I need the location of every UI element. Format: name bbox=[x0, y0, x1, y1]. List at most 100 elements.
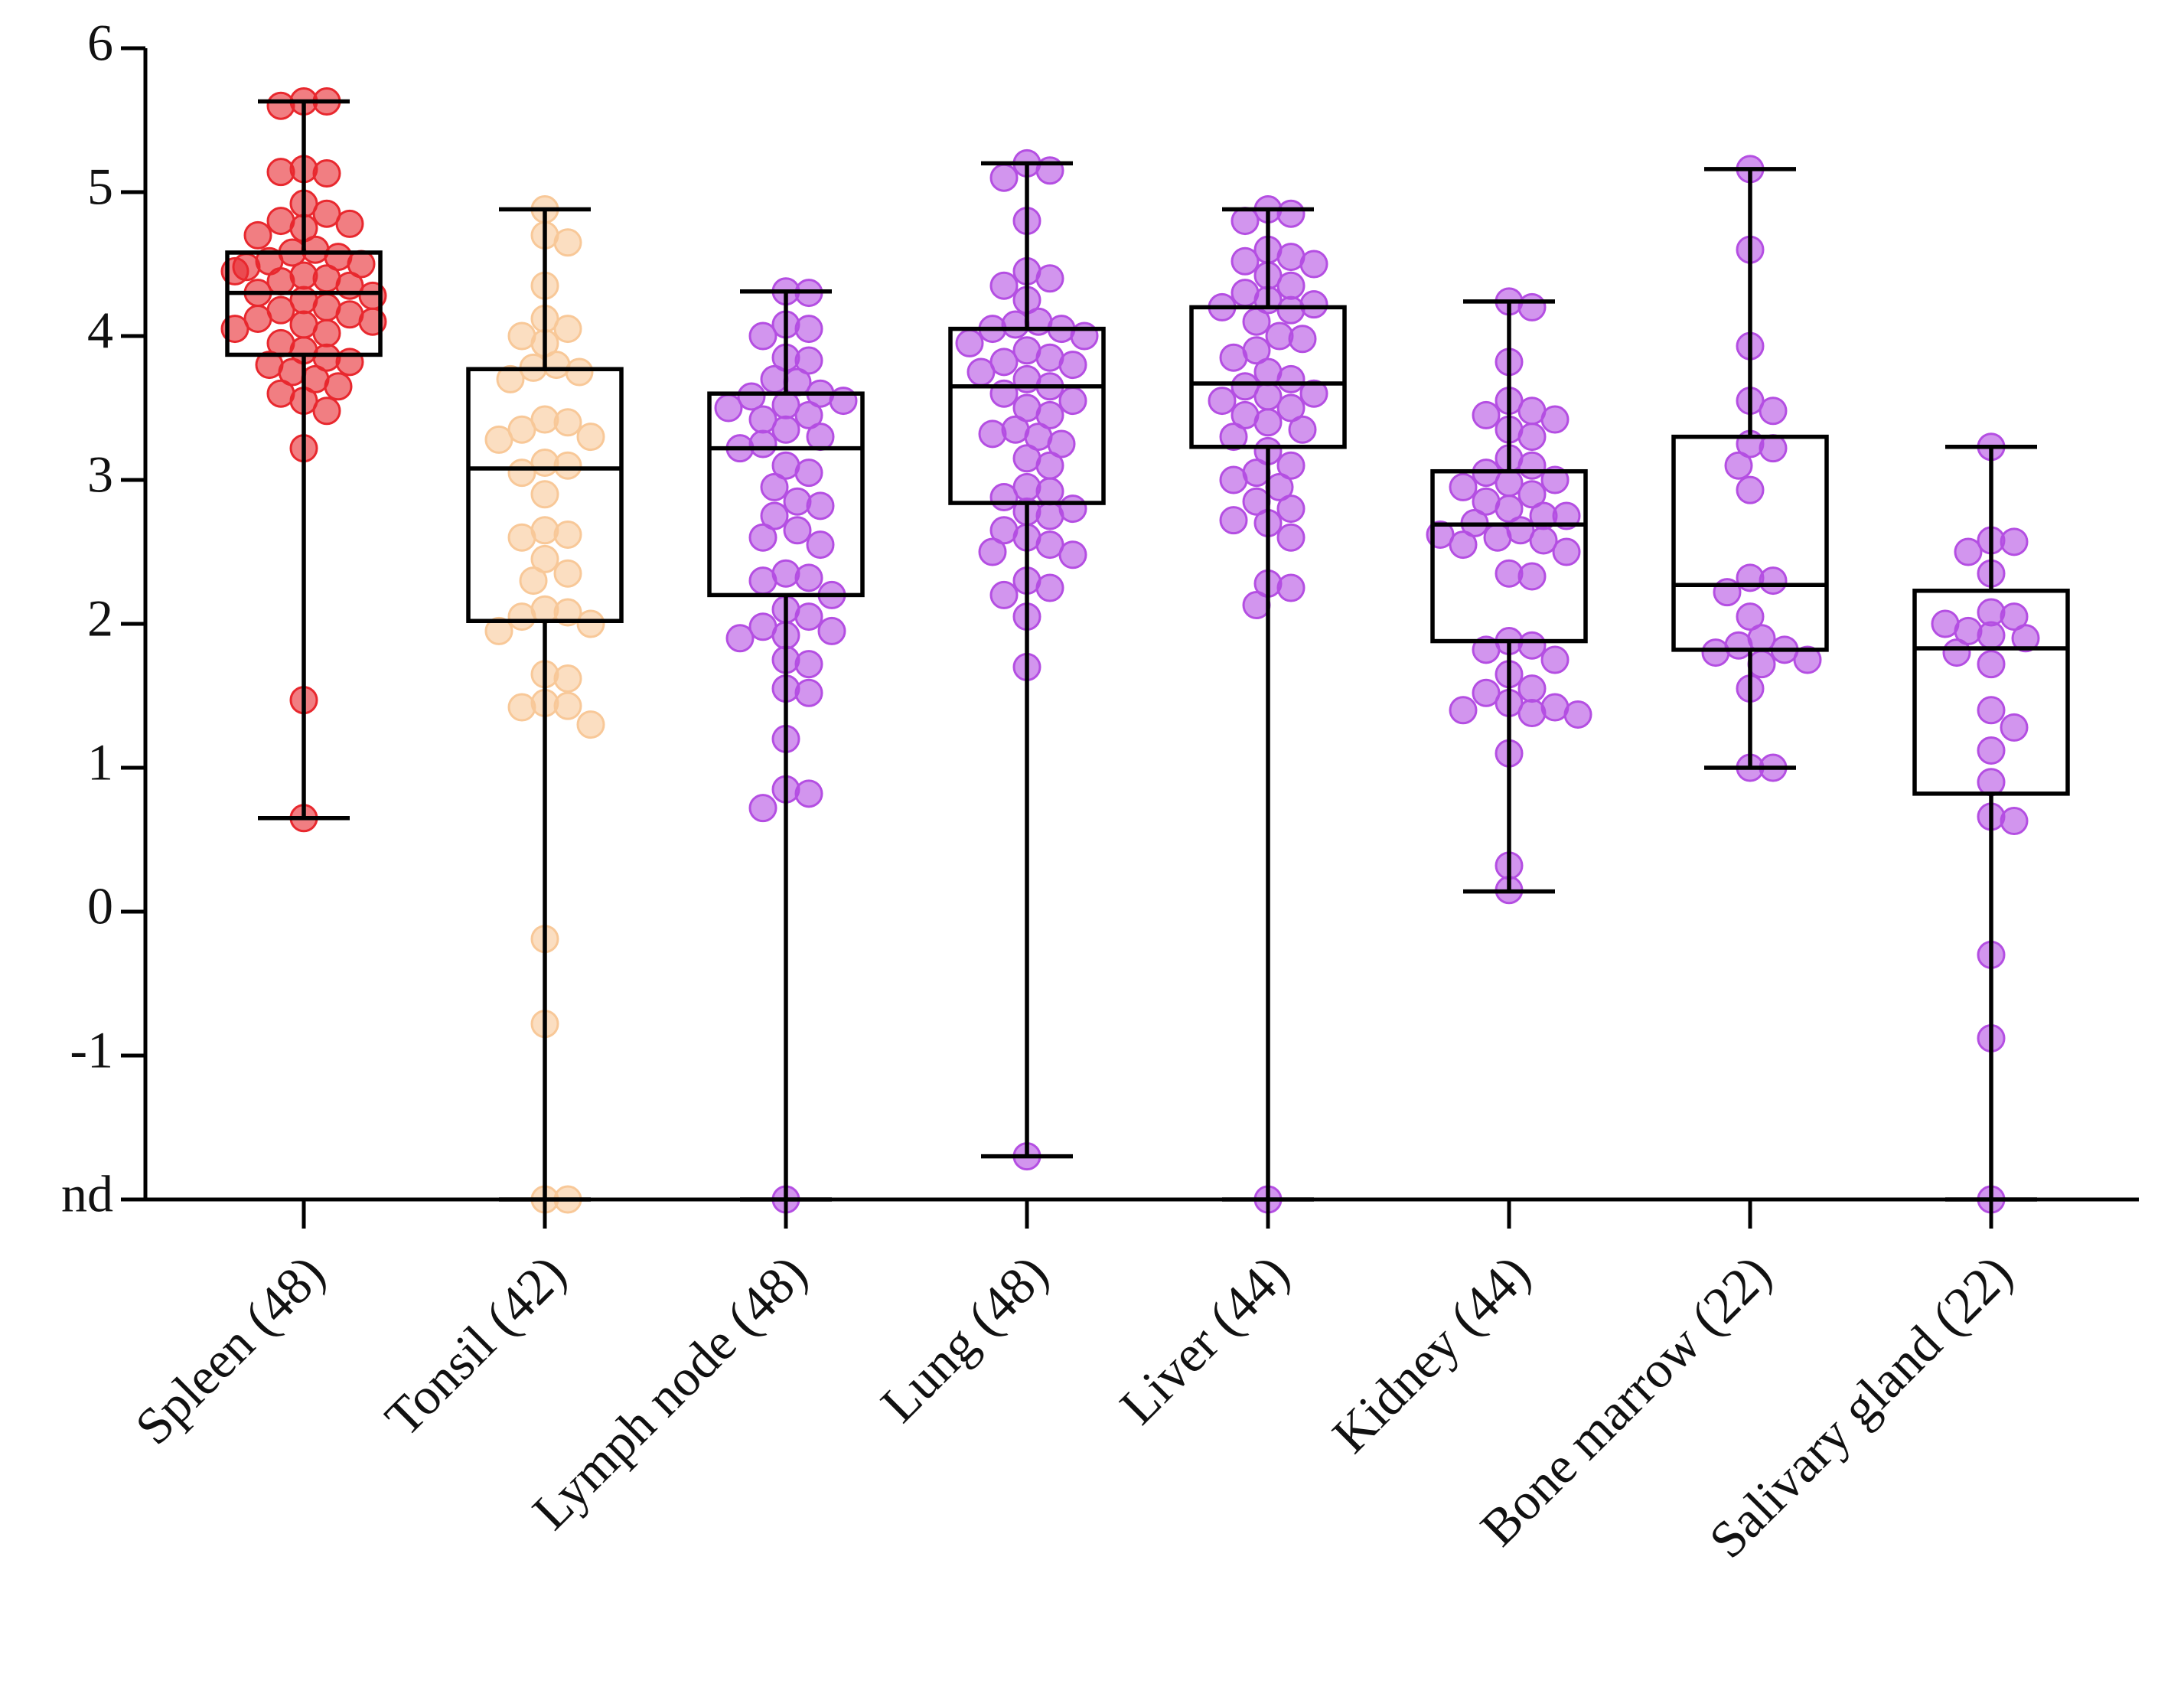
data-point bbox=[1552, 537, 1581, 566]
data-point bbox=[1219, 423, 1248, 452]
data-point bbox=[1449, 472, 1478, 501]
data-point bbox=[794, 315, 823, 344]
data-point bbox=[748, 566, 777, 596]
box-group bbox=[1189, 195, 1347, 1214]
data-point bbox=[312, 397, 341, 426]
y-tick-label: 2 bbox=[87, 589, 113, 648]
data-point bbox=[737, 382, 766, 411]
y-tick-label: 6 bbox=[87, 14, 113, 72]
box-group bbox=[1912, 432, 2070, 1214]
data-point bbox=[794, 678, 823, 707]
data-point bbox=[794, 346, 823, 375]
data-point bbox=[1540, 645, 1570, 674]
box-group bbox=[948, 148, 1106, 1171]
data-point bbox=[1931, 609, 1960, 638]
data-point bbox=[553, 520, 582, 549]
data-point bbox=[553, 664, 582, 693]
y-tick-label: 4 bbox=[87, 302, 113, 360]
data-point bbox=[1747, 650, 1776, 679]
data-point bbox=[1047, 429, 1076, 459]
data-point bbox=[1517, 631, 1547, 660]
data-point bbox=[1035, 477, 1064, 506]
data-point bbox=[335, 209, 364, 238]
data-point bbox=[760, 501, 789, 530]
data-point bbox=[484, 616, 513, 645]
data-point bbox=[266, 91, 295, 120]
data-point bbox=[1449, 696, 1478, 725]
data-point bbox=[1208, 387, 1237, 416]
data-point bbox=[1472, 400, 1501, 429]
data-point bbox=[1276, 295, 1306, 325]
data-point bbox=[989, 271, 1019, 300]
data-point bbox=[1276, 523, 1306, 552]
data-point bbox=[1977, 768, 2006, 797]
data-point bbox=[1977, 696, 2006, 725]
data-point bbox=[312, 159, 341, 188]
data-point bbox=[1276, 199, 1306, 228]
data-point bbox=[1035, 501, 1064, 530]
box bbox=[1430, 468, 1588, 644]
data-point bbox=[1276, 393, 1306, 423]
y-tick-label: -1 bbox=[70, 1021, 113, 1079]
data-point bbox=[989, 483, 1019, 512]
data-point bbox=[576, 609, 605, 638]
data-point bbox=[1299, 379, 1328, 408]
data-point bbox=[1219, 465, 1248, 494]
data-point bbox=[1253, 408, 1283, 437]
data-point bbox=[1759, 397, 1788, 426]
data-point bbox=[519, 566, 548, 596]
data-point bbox=[748, 794, 777, 823]
data-point bbox=[2000, 527, 2029, 556]
data-point bbox=[1701, 638, 1730, 667]
data-point bbox=[1231, 207, 1260, 236]
data-point bbox=[1219, 343, 1248, 372]
data-point bbox=[530, 480, 559, 509]
data-point bbox=[1495, 494, 1524, 524]
box bbox=[707, 391, 865, 598]
x-tick-label: Spleen (48) bbox=[124, 1244, 336, 1456]
data-point bbox=[748, 523, 777, 552]
data-point bbox=[1977, 621, 2006, 650]
data-point bbox=[1276, 494, 1306, 524]
data-point bbox=[1954, 537, 1983, 566]
data-point bbox=[1563, 700, 1592, 729]
data-point bbox=[783, 516, 812, 545]
data-point bbox=[1540, 405, 1570, 434]
data-point bbox=[748, 321, 777, 351]
data-point bbox=[496, 364, 525, 393]
data-point bbox=[1517, 480, 1547, 509]
data-point bbox=[806, 423, 835, 452]
data-point bbox=[1288, 415, 1317, 444]
data-point bbox=[1517, 451, 1547, 480]
data-point bbox=[553, 315, 582, 344]
data-point bbox=[576, 710, 605, 739]
data-point bbox=[484, 425, 513, 454]
x-tick-label: Kidney (44) bbox=[1321, 1244, 1540, 1464]
box bbox=[1671, 434, 1829, 652]
data-point bbox=[714, 393, 743, 423]
box-group bbox=[466, 195, 624, 1214]
data-point bbox=[1517, 674, 1547, 703]
data-point bbox=[794, 563, 823, 592]
data-point bbox=[1035, 451, 1064, 480]
data-point bbox=[507, 602, 536, 632]
y-tick-label: nd bbox=[61, 1165, 113, 1223]
data-point bbox=[771, 415, 800, 444]
data-point bbox=[1472, 635, 1501, 664]
data-point bbox=[794, 602, 823, 632]
y-tick-label: 3 bbox=[87, 445, 113, 504]
data-point bbox=[817, 616, 846, 645]
data-point bbox=[1001, 310, 1030, 339]
data-point bbox=[2000, 602, 2029, 632]
data-point bbox=[2000, 713, 2029, 742]
data-point bbox=[312, 318, 341, 348]
data-point bbox=[507, 693, 536, 722]
data-point bbox=[1483, 523, 1512, 552]
box bbox=[466, 367, 624, 623]
x-tick-label: Lung (48) bbox=[869, 1244, 1058, 1433]
data-point bbox=[1035, 264, 1064, 293]
data-point bbox=[1517, 423, 1547, 452]
data-point bbox=[565, 357, 594, 387]
data-point bbox=[553, 228, 582, 257]
